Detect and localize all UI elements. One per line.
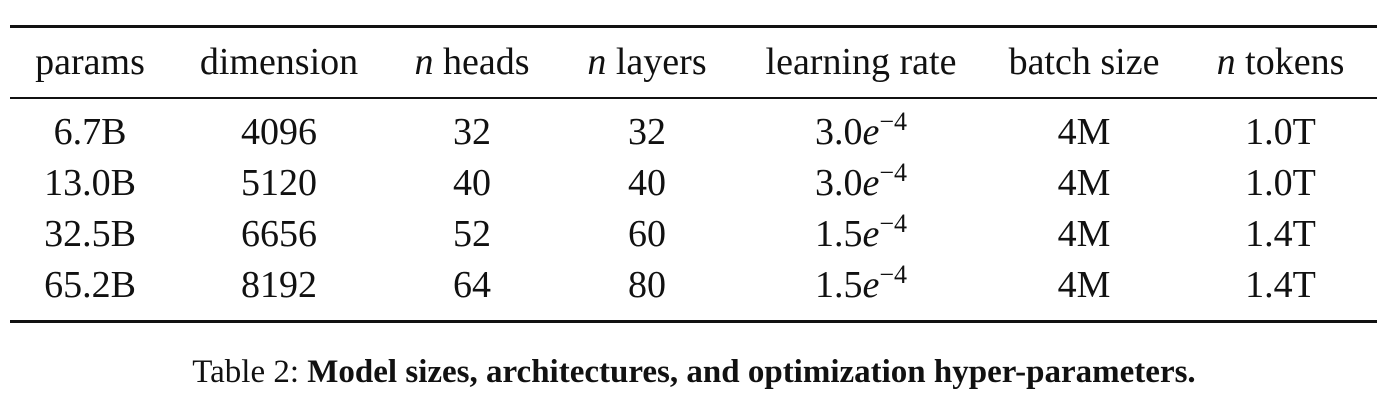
table-row: 32.5B 6656 52 60 1.5e−4 4M 1.4T	[10, 209, 1377, 260]
cell-heads: 40	[453, 162, 491, 204]
cell-batch-size: 4M	[1057, 162, 1111, 204]
header-heads: n heads	[388, 28, 556, 97]
lr-exponent: −4	[879, 209, 908, 238]
cell-dimension: 4096	[241, 111, 317, 153]
lr-mantissa: 3.0	[814, 111, 863, 153]
caption-title: Model sizes, architectures, and optimiza…	[307, 354, 1196, 390]
table-row: 65.2B 8192 64 80 1.5e−4 4M 1.4T	[10, 260, 1377, 311]
cell-params: 13.0B	[44, 162, 136, 204]
cell-dimension: 6656	[241, 213, 317, 255]
cell-batch-size: 4M	[1057, 264, 1111, 306]
cell-dimension: 5120	[241, 162, 317, 204]
cell-tokens: 1.0T	[1245, 162, 1316, 204]
table-bottom-rule	[10, 320, 1377, 323]
header-tokens: n tokens	[1184, 28, 1377, 97]
lr-exponent: −4	[879, 107, 908, 136]
header-params: params	[35, 41, 145, 83]
header-dimension: dimension	[199, 41, 359, 83]
cell-learning-rate: 1.5e−4	[738, 209, 984, 260]
table-row: 6.7B 4096 32 32 3.0e−4 4M 1.0T	[10, 101, 1377, 158]
header-tokens-label: tokens	[1235, 41, 1345, 83]
lr-base: e	[862, 264, 880, 306]
cell-layers: 80	[628, 264, 666, 306]
cell-heads: 52	[453, 213, 491, 255]
cell-learning-rate: 3.0e−4	[738, 158, 984, 209]
header-heads-label: heads	[433, 41, 530, 83]
cell-tokens: 1.0T	[1245, 111, 1316, 153]
cell-layers: 60	[628, 213, 666, 255]
cell-layers: 32	[628, 111, 666, 153]
cell-learning-rate: 1.5e−4	[738, 260, 984, 311]
header-tokens-n: n	[1216, 41, 1236, 83]
header-layers: n layers	[556, 28, 738, 97]
cell-tokens: 1.4T	[1245, 264, 1316, 306]
cell-params: 6.7B	[53, 111, 127, 153]
header-layers-n: n	[587, 41, 607, 83]
header-layers-label: layers	[606, 41, 707, 83]
table-row: 13.0B 5120 40 40 3.0e−4 4M 1.0T	[10, 158, 1377, 209]
cell-learning-rate: 3.0e−4	[738, 101, 984, 158]
lr-exponent: −4	[879, 158, 908, 187]
cell-dimension: 8192	[241, 264, 317, 306]
table-header-row: params dimension n heads n layers learni…	[10, 28, 1377, 97]
cell-heads: 64	[453, 264, 491, 306]
lr-base: e	[862, 162, 880, 204]
cell-batch-size: 4M	[1057, 111, 1111, 153]
table-caption: Table 2: Model sizes, architectures, and…	[0, 352, 1388, 392]
lr-exponent: −4	[879, 260, 908, 289]
header-heads-n: n	[414, 41, 434, 83]
cell-params: 32.5B	[44, 213, 136, 255]
lr-mantissa: 3.0	[814, 162, 863, 204]
cell-tokens: 1.4T	[1245, 213, 1316, 255]
caption-label: Table 2:	[192, 354, 308, 390]
lr-mantissa: 1.5	[814, 213, 863, 255]
table-top-rule	[10, 25, 1377, 28]
cell-heads: 32	[453, 111, 491, 153]
cell-batch-size: 4M	[1057, 213, 1111, 255]
lr-base: e	[862, 213, 880, 255]
cell-params: 65.2B	[44, 264, 136, 306]
header-learning-rate: learning rate	[765, 41, 957, 83]
lr-mantissa: 1.5	[814, 264, 863, 306]
hyperparameter-table: params dimension n heads n layers learni…	[10, 28, 1377, 311]
cell-layers: 40	[628, 162, 666, 204]
lr-base: e	[862, 111, 880, 153]
header-batch-size: batch size	[1008, 41, 1160, 83]
table-header-rule	[10, 97, 1377, 99]
